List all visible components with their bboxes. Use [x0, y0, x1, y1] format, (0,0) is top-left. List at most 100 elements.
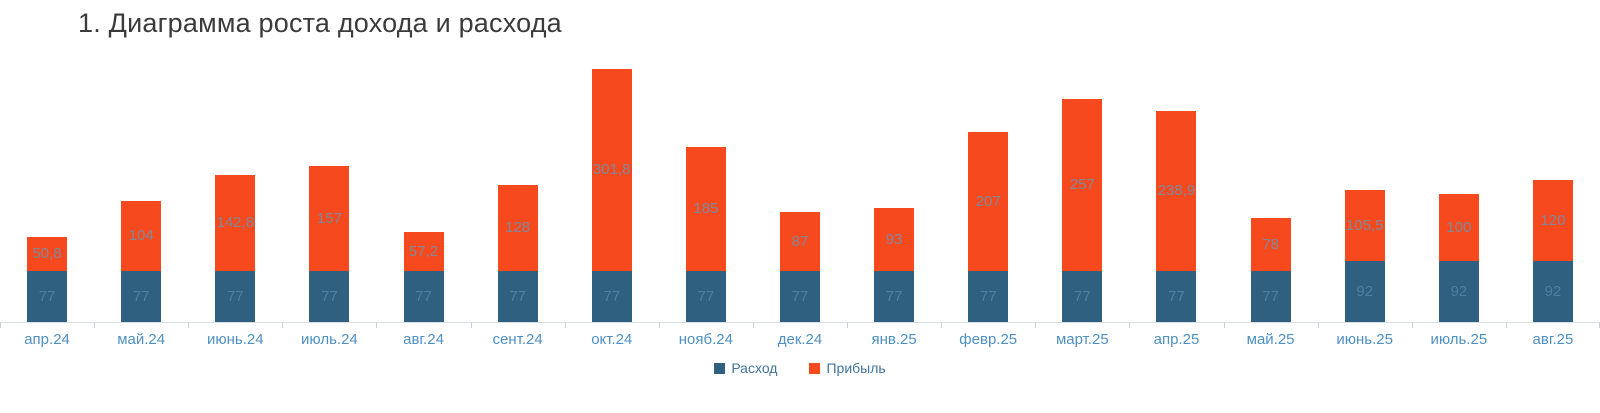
profit-data-label: 142,8 — [216, 214, 255, 232]
axis-tick — [94, 322, 95, 328]
expense-segment[interactable]: 77 — [780, 270, 820, 322]
bar-май.24[interactable]: 104 77 — [121, 201, 162, 322]
expense-segment[interactable]: 77 — [1062, 270, 1103, 322]
expense-segment[interactable]: 77 — [968, 270, 1009, 322]
profit-segment[interactable]: 100 — [1438, 193, 1479, 261]
bar-дек.24[interactable]: 87 77 — [780, 212, 820, 322]
profit-data-label: 157 — [316, 209, 342, 227]
profit-data-label: 100 — [1446, 218, 1472, 236]
profit-data-label: 185 — [693, 200, 719, 218]
profit-segment[interactable]: 128 — [497, 185, 538, 271]
profit-segment[interactable]: 185 — [685, 147, 726, 271]
bar-май.25[interactable]: 78 77 — [1250, 218, 1291, 322]
bar-сент.24[interactable]: 128 77 — [497, 185, 538, 322]
expense-segment[interactable]: 77 — [27, 270, 68, 322]
expense-segment[interactable]: 92 — [1532, 260, 1573, 322]
profit-segment[interactable]: 78 — [1250, 218, 1291, 271]
profit-segment[interactable]: 207 — [968, 132, 1009, 271]
axis-tick — [376, 322, 377, 328]
bar-авг.25[interactable]: 120 92 — [1532, 180, 1573, 322]
x-axis-label-март.25: март.25 — [1055, 331, 1109, 348]
axis-tick — [659, 322, 660, 328]
legend: Расход Прибыль — [0, 360, 1600, 376]
profit-segment[interactable]: 104 — [121, 201, 162, 271]
legend-swatch-icon — [809, 362, 821, 374]
bar-нояб.24[interactable]: 185 77 — [685, 147, 726, 322]
expense-segment[interactable]: 92 — [1344, 260, 1385, 322]
profit-segment[interactable]: 57,2 — [403, 232, 444, 271]
profit-data-label: 128 — [505, 219, 531, 237]
profit-segment[interactable]: 142,8 — [215, 175, 256, 271]
expense-segment[interactable]: 77 — [497, 270, 538, 322]
bar-окт.24[interactable]: 301,8 77 — [591, 68, 632, 322]
axis-tick — [471, 322, 472, 328]
profit-data-label: 207 — [975, 192, 1001, 210]
profit-segment[interactable]: 87 — [780, 212, 820, 271]
profit-segment[interactable]: 157 — [309, 165, 350, 271]
bar-июль.25[interactable]: 100 92 — [1438, 193, 1479, 322]
chart-title: 1. Диаграмма роста дохода и расхода — [78, 8, 562, 38]
profit-segment[interactable]: 93 — [874, 208, 915, 271]
profit-segment[interactable]: 50,8 — [27, 236, 68, 271]
axis-tick — [847, 322, 848, 328]
bar-февр.25[interactable]: 207 77 — [968, 132, 1009, 322]
expense-data-label: 77 — [509, 287, 526, 305]
bar-июнь.25[interactable]: 105,5 92 — [1344, 190, 1385, 322]
profit-data-label: 238,9 — [1157, 182, 1196, 200]
expense-segment[interactable]: 77 — [685, 270, 726, 322]
profit-data-label: 120 — [1540, 211, 1566, 229]
x-axis-label-февр.25: февр.25 — [959, 331, 1018, 348]
profit-segment[interactable]: 120 — [1532, 180, 1573, 261]
axis-tick — [1224, 322, 1225, 328]
profit-segment[interactable]: 257 — [1062, 98, 1103, 271]
axis-tick — [941, 322, 942, 328]
legend-swatch-icon — [714, 362, 726, 374]
x-axis-label-сент.24: сент.24 — [492, 331, 543, 348]
x-axis-label-июль.24: июль.24 — [301, 331, 358, 348]
expense-data-label: 77 — [1262, 287, 1279, 305]
expense-data-label: 77 — [226, 287, 244, 305]
bar-авг.24[interactable]: 57,2 77 — [403, 232, 444, 322]
axis-tick — [0, 322, 1, 328]
expense-segment[interactable]: 77 — [309, 270, 350, 322]
bar-апр.25[interactable]: 238,9 77 — [1156, 111, 1197, 322]
x-axis-label-авг.24: авг.24 — [403, 331, 444, 348]
expense-segment[interactable]: 77 — [215, 270, 256, 322]
legend-label: Прибыль — [826, 360, 886, 376]
expense-segment[interactable]: 77 — [874, 270, 915, 322]
profit-segment[interactable]: 301,8 — [591, 68, 632, 271]
profit-data-label: 104 — [128, 227, 154, 245]
expense-data-label: 92 — [1450, 282, 1468, 300]
axis-tick — [565, 322, 566, 328]
bar-апр.24[interactable]: 50,8 77 — [27, 236, 68, 322]
bar-янв.25[interactable]: 93 77 — [874, 208, 915, 322]
profit-segment[interactable]: 238,9 — [1156, 111, 1197, 271]
x-axis-label-янв.25: янв.25 — [871, 331, 917, 348]
expense-segment[interactable]: 77 — [1156, 270, 1197, 322]
expense-data-label: 77 — [38, 287, 56, 305]
legend-item-Расход[interactable]: Расход — [714, 360, 777, 376]
legend-label: Расход — [731, 360, 778, 376]
expense-segment[interactable]: 77 — [121, 270, 162, 322]
bar-июль.24[interactable]: 157 77 — [309, 165, 350, 322]
bar-июнь.24[interactable]: 142,8 77 — [215, 175, 256, 322]
expense-segment[interactable]: 92 — [1438, 260, 1479, 322]
axis-tick — [1412, 322, 1413, 328]
expense-segment[interactable]: 77 — [403, 270, 444, 322]
expense-data-label: 77 — [415, 287, 432, 305]
expense-data-label: 77 — [979, 287, 997, 305]
profit-segment[interactable]: 105,5 — [1344, 190, 1385, 261]
legend-item-Прибыль[interactable]: Прибыль — [809, 360, 886, 376]
expense-segment[interactable]: 77 — [591, 270, 632, 322]
expense-data-label: 77 — [697, 287, 715, 305]
profit-data-label: 301,8 — [592, 161, 631, 179]
expense-data-label: 77 — [791, 287, 809, 305]
x-axis-label-нояб.24: нояб.24 — [678, 331, 733, 348]
x-axis-label-июнь.24: июнь.24 — [206, 331, 264, 348]
expense-segment[interactable]: 77 — [1250, 270, 1291, 322]
expense-data-label: 77 — [1074, 287, 1091, 305]
x-axis-label-апр.25: апр.25 — [1153, 331, 1200, 348]
expense-data-label: 77 — [603, 287, 621, 305]
bar-март.25[interactable]: 257 77 — [1062, 98, 1103, 322]
